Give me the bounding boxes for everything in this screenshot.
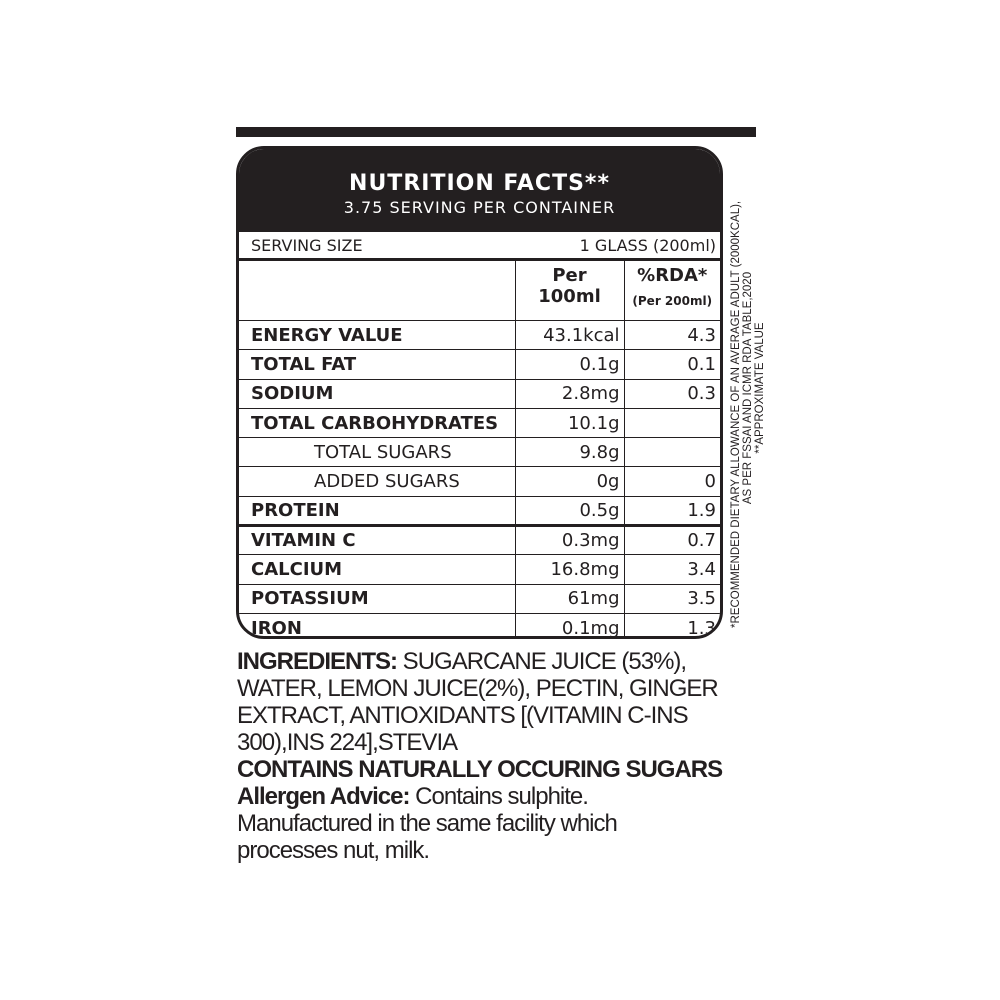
cell-name: TOTAL SUGARS: [239, 437, 516, 468]
servings-per-container: 3.75 SERVING PER CONTAINER: [343, 198, 616, 217]
table-row: CALCIUM 16.8mg 3.4: [239, 554, 720, 585]
cell-name: CALCIUM: [239, 554, 516, 585]
table-header: Per 100ml %RDA* (Per 200ml): [239, 260, 720, 321]
cell-name: IRON: [239, 612, 516, 636]
cell-name: TOTAL FAT: [239, 349, 516, 380]
cell-rda: 3.5: [623, 583, 720, 614]
cell-rda: 1.9: [623, 495, 720, 527]
ingredients-label: INGREDIENTS:: [237, 648, 398, 675]
cell-rda: 3.4: [623, 554, 720, 585]
cell-name: ENERGY VALUE: [239, 319, 516, 351]
cell-name: TOTAL CARBOHYDRATES: [239, 407, 516, 439]
ingredients-block: INGREDIENTS: SUGARCANE JUICE (53%), WATE…: [237, 648, 723, 864]
cell-per100: 2.8mg: [514, 378, 625, 409]
cell-rda: [623, 407, 720, 439]
nutrition-facts-panel: NUTRITION FACTS** 3.75 SERVING PER CONTA…: [236, 146, 723, 639]
cell-per100: 9.8g: [514, 437, 625, 468]
table-row: VITAMIN C 0.3mg 0.7: [239, 524, 720, 556]
table-row: TOTAL CARBOHYDRATES 10.1g: [239, 407, 720, 439]
table-row: TOTAL SUGARS 9.8g: [239, 437, 720, 468]
nutrition-table: Per 100ml %RDA* (Per 200ml) ENERGY VALUE 43…: [239, 260, 720, 636]
cell-rda: 0.7: [623, 524, 720, 556]
panel-header: NUTRITION FACTS** 3.75 SERVING PER CONTA…: [239, 149, 720, 232]
top-rule: [236, 127, 756, 137]
cell-name: SODIUM: [239, 378, 516, 409]
allergen-label: Allergen Advice:: [237, 783, 410, 810]
cell-per100: 43.1kcal: [514, 319, 625, 351]
panel-title: NUTRITION FACTS**: [349, 171, 610, 196]
sugars-note: CONTAINS NATURALLY OCCURING SUGARS: [237, 756, 723, 783]
cell-per100: 0g: [514, 466, 625, 497]
cell-rda: 1.3: [623, 612, 720, 636]
cell-name: VITAMIN C: [239, 524, 516, 556]
cell-rda: 0: [623, 466, 720, 497]
table-row: IRON 0.1mg 1.3: [239, 612, 720, 636]
table-row: POTASSIUM 61mg 3.5: [239, 583, 720, 614]
table-row: ENERGY VALUE 43.1kcal 4.3: [239, 319, 720, 351]
table-row: PROTEIN 0.5g 1.9: [239, 495, 720, 527]
cell-name: ADDED SUGARS: [239, 466, 516, 497]
table-row: TOTAL FAT 0.1g 0.1: [239, 349, 720, 380]
rda-header: %RDA* (Per 200ml): [623, 260, 720, 321]
cell-per100: 0.3mg: [514, 524, 625, 556]
footnotes: *RECOMMENDED DIETARY ALLOWANCE OF AN AVE…: [730, 200, 766, 628]
cell-rda: 0.3: [623, 378, 720, 409]
cell-rda: 4.3: [623, 319, 720, 351]
cell-per100: 0.1mg: [514, 612, 625, 636]
cell-per100: 0.5g: [514, 495, 625, 527]
cell-per100: 16.8mg: [514, 554, 625, 585]
cell-per100: 0.1g: [514, 349, 625, 380]
cell-per100: 10.1g: [514, 407, 625, 439]
serving-size-row: SERVING SIZE 1 GLASS (200ml): [239, 232, 720, 260]
cell-rda: 0.1: [623, 349, 720, 380]
cell-name: POTASSIUM: [239, 583, 516, 614]
cell-name: PROTEIN: [239, 495, 516, 527]
cell-rda: [623, 437, 720, 468]
serving-size-label: SERVING SIZE: [251, 235, 363, 255]
table-row: SODIUM 2.8mg 0.3: [239, 378, 720, 409]
table-row: ADDED SUGARS 0g 0: [239, 466, 720, 497]
serving-size-value: 1 GLASS (200ml): [579, 235, 716, 255]
per-100ml-header: Per 100ml: [514, 260, 625, 321]
cell-per100: 61mg: [514, 583, 625, 614]
